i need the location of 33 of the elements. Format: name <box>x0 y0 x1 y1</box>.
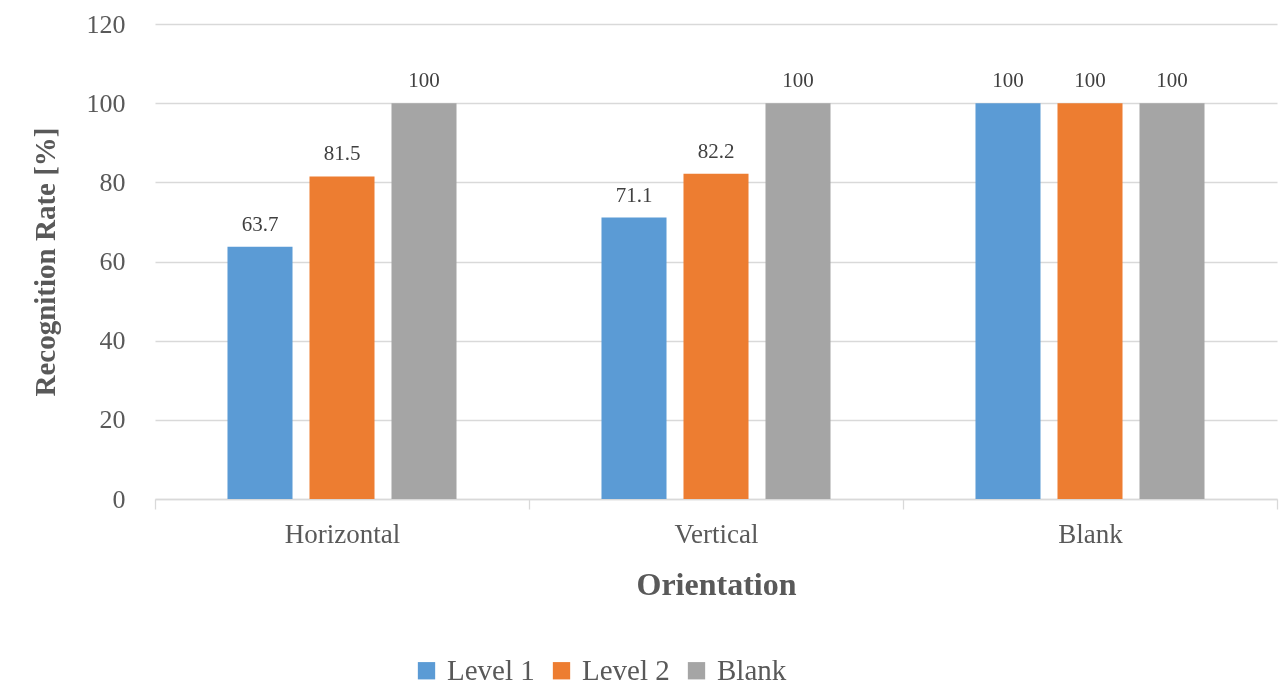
data-label: 100 <box>992 68 1024 93</box>
data-label: 100 <box>1074 68 1106 93</box>
data-label: 71.1 <box>615 182 653 207</box>
data-label: 100 <box>1156 68 1188 93</box>
data-label: 63.7 <box>241 211 279 236</box>
data-label: 100 <box>408 68 440 93</box>
x-axis-title: Orientation <box>636 565 797 602</box>
y-tick-label: 60 <box>99 247 126 276</box>
x-tick-label: Vertical <box>674 518 759 549</box>
bar <box>601 217 667 499</box>
data-label: 82.2 <box>697 138 735 163</box>
bar <box>975 103 1041 499</box>
x-tick-label: Blank <box>1058 518 1124 549</box>
bar <box>1139 103 1205 499</box>
legend-label: Blank <box>717 653 787 685</box>
bar <box>765 103 831 499</box>
y-tick-label: 40 <box>99 326 126 356</box>
y-tick-label: 120 <box>86 9 126 39</box>
y-tick-label: 100 <box>86 88 126 118</box>
y-tick-label: 0 <box>112 484 126 514</box>
bar <box>683 173 749 499</box>
legend-label: Level 1 <box>447 653 535 685</box>
bar <box>1057 103 1123 499</box>
data-label: 81.5 <box>323 141 361 166</box>
y-axis-title: Recognition Rate [%] <box>28 127 61 397</box>
y-tick-label: 80 <box>99 167 126 197</box>
x-tick-label: Horizontal <box>284 518 401 549</box>
bar <box>391 103 457 499</box>
data-label: 100 <box>782 68 814 93</box>
legend-label: Level 2 <box>582 653 670 685</box>
y-tick-label: 20 <box>99 405 126 435</box>
bar <box>227 246 293 499</box>
bar <box>309 176 375 499</box>
